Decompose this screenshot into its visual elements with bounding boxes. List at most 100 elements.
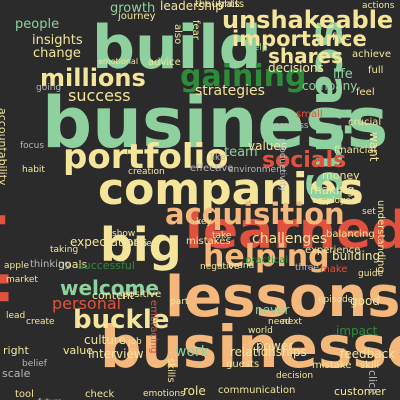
word-culture: culture [84,333,126,347]
word-building: building [332,249,381,263]
word-episode: episode [318,295,354,305]
word-feedback: feedback [340,347,396,361]
word-personal: personal [52,294,122,313]
word-buckle: buckle [73,305,170,335]
word-acquisition: acquisition [165,197,345,231]
word-learned: learned [185,201,400,261]
word-creation: creation [128,167,165,177]
word-helping: helping [203,239,330,274]
word-make: make [320,264,348,275]
word-unshakeable: unshakeable [222,6,394,34]
word-companies: companies [98,164,364,215]
word-money: money [322,169,360,182]
word-millions: millions [40,64,146,92]
word-leadership: leadership [160,0,223,13]
word-fear: fear [190,20,201,40]
word-value: value [63,344,94,357]
word-brand: brand [228,261,255,271]
word-communication: communication [218,385,296,396]
word-big: big [100,218,182,272]
word-making: making [310,183,355,197]
word-successful: successful [78,259,135,272]
word-feel: feel [356,87,375,98]
word-show: show [112,229,136,239]
word-full: full [368,65,384,76]
word-experience: experience [305,245,361,256]
word-create: create [26,317,55,327]
word-set: set [362,207,376,217]
word-job: job [128,337,142,347]
word-check: check [85,389,115,400]
word-challenges: challenges [252,231,328,247]
word-business: business [42,82,389,164]
word-going: going [36,83,62,93]
word-small: small [296,109,323,120]
word-growth: growth [110,1,156,16]
word-work: work [175,344,209,360]
word-accountability: accountability [0,108,9,186]
word-take: take [212,231,232,241]
word-positive: positive [122,289,162,300]
word-scale: scale [2,367,31,380]
word-power: power [256,339,294,353]
word-businesses: businesses [100,313,400,381]
word-mistake: mistake [312,360,352,371]
word-help: help [248,43,268,53]
word-achieve: achieve [352,49,391,60]
word-lead: lead [6,311,26,321]
word-habit: habit [22,165,45,175]
word-expectations: expectations [70,235,148,249]
word-better: better [128,239,156,249]
word-values: values [248,139,288,153]
word-future: future [38,398,62,400]
word-decision: decision [276,371,314,381]
word-five: five [332,32,351,43]
word-lessons: lessons [165,265,400,330]
word-role: role [183,384,206,398]
word-good: good [350,294,380,308]
word-success: success [68,86,131,105]
word-insights: insights [32,33,83,48]
word-balancing: balancing [326,229,375,240]
word-thinking: thinking [30,259,71,270]
word-three: three [295,263,319,273]
word-traits: traits [218,0,245,10]
word-embracing: embracing [148,300,159,354]
word-shares: shares [268,44,343,68]
word-life: life [333,67,353,82]
word-customer: customer [334,385,386,398]
word-focus: focus [20,141,45,151]
word-importance: importance [232,27,367,51]
word-build: build [92,13,262,83]
word-welcome: welcome [60,276,159,300]
word-also: also [172,24,183,45]
word-key: key [196,217,212,227]
word-impact: impact [336,324,378,338]
word-decisions: decisions [268,61,324,75]
word-emotional: emotional [98,57,139,66]
word-gaining: gaining [180,59,307,94]
word-understanding: understanding [375,200,386,273]
word-people: people [15,17,60,32]
word-apple: apple [4,261,29,271]
word-productivity: productivity [277,138,287,192]
word-mistakes: mistakes [186,236,231,247]
word-journey: journey [118,11,156,22]
word-market: market [6,275,38,285]
word-environment: environment [228,165,286,175]
word-socials: socials [262,148,347,173]
word-thoughts: thoughts [195,0,240,10]
word-taking: taking [50,245,79,255]
word-like: like [210,153,226,163]
word-relationships: relationships [230,345,307,359]
word-team: team [224,145,258,160]
word-effective: effective [190,163,234,174]
word-actions: actions [362,1,395,11]
word-tool: tool [15,389,34,400]
word-process: process [274,121,309,131]
word-next: next [282,317,302,327]
word-employees: employees [312,196,362,206]
word-goals: goals [58,258,88,271]
word-right: right [3,344,29,357]
